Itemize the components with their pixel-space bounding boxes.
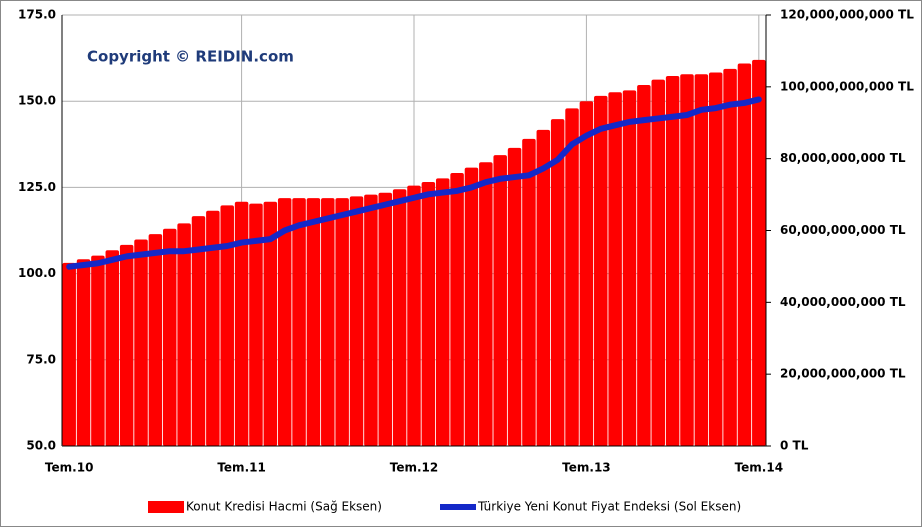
x-tick-label: Tem.13	[562, 461, 611, 475]
bar	[464, 167, 479, 447]
bar	[220, 205, 234, 446]
bar	[335, 198, 349, 446]
bar	[680, 74, 694, 446]
bar	[737, 63, 752, 447]
y2-tick-label: 0 TL	[780, 439, 809, 453]
bar	[364, 194, 378, 446]
bar	[292, 198, 306, 446]
y-tick-label: 125.0	[18, 180, 56, 194]
bar	[694, 74, 709, 446]
bar	[536, 129, 551, 446]
bar	[450, 173, 464, 447]
legend-label: Konut Kredisi Hacmi (Sağ Eksen)	[186, 500, 382, 514]
bar	[62, 262, 76, 446]
bar	[91, 255, 105, 446]
bar	[148, 234, 163, 446]
x-tick-label: Tem.14	[735, 461, 784, 475]
y-tick-label: 150.0	[18, 94, 56, 108]
y2-tick-label: 60,000,000,000 TL	[780, 223, 906, 237]
bar	[493, 155, 507, 446]
bar	[378, 192, 393, 446]
y-tick-label: 75.0	[26, 352, 56, 366]
bar	[507, 147, 522, 446]
bar	[134, 239, 148, 446]
y2-tick-label: 80,000,000,000 TL	[780, 151, 906, 165]
line	[66, 96, 762, 270]
y-tick-label: 100.0	[18, 266, 56, 280]
bar	[306, 198, 321, 446]
y2-tick-label: 20,000,000,000 TL	[780, 367, 906, 381]
bar	[234, 201, 249, 446]
bar	[565, 108, 579, 446]
bar	[479, 162, 493, 446]
bar	[550, 119, 565, 447]
x-tick-label: Tem.12	[390, 461, 439, 475]
x-tick-label: Tem.11	[217, 461, 266, 475]
bar	[177, 223, 191, 446]
y-tick-label: 50.0	[26, 439, 56, 453]
bar	[349, 196, 364, 446]
bar	[407, 185, 421, 446]
bar	[421, 182, 436, 446]
bar	[163, 228, 177, 446]
y-tick-label: 175.0	[18, 8, 56, 22]
bar	[637, 85, 651, 446]
bar	[105, 250, 120, 446]
bar	[608, 92, 622, 447]
bar	[249, 203, 263, 446]
bar	[191, 216, 206, 446]
bar	[263, 201, 278, 446]
legend-label: Türkiye Yeni Konut Fiyat Endeksi (Sol Ek…	[477, 500, 741, 514]
bar	[665, 76, 680, 446]
bar	[651, 79, 665, 447]
bar	[392, 189, 407, 446]
bar	[522, 138, 536, 446]
bar	[435, 178, 450, 446]
bar	[579, 101, 594, 446]
bar	[277, 198, 292, 446]
bar	[622, 90, 637, 447]
bar	[119, 244, 134, 446]
bar	[206, 210, 220, 446]
bar	[708, 72, 723, 446]
legend-swatch	[148, 501, 184, 513]
y2-tick-label: 100,000,000,000 TL	[780, 79, 914, 93]
bar	[723, 68, 737, 446]
bar	[76, 259, 91, 446]
x-tick-label: Tem.10	[45, 461, 94, 475]
bar	[752, 59, 766, 446]
bar	[321, 198, 335, 446]
bar	[594, 95, 608, 446]
y2-tick-label: 120,000,000,000 TL	[780, 8, 914, 22]
y2-tick-label: 40,000,000,000 TL	[780, 295, 906, 309]
copyright: Copyright © REIDIN.com	[87, 48, 294, 66]
